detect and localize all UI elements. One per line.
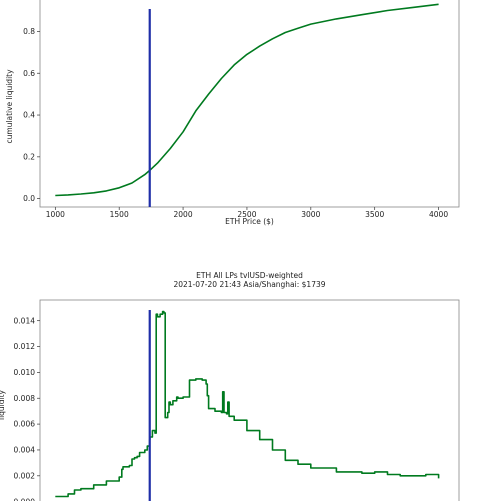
y-tick-label: 0.004 bbox=[14, 446, 36, 455]
x-axis-label: ETH Price ($) bbox=[225, 217, 274, 226]
x-tick-label: 3000 bbox=[301, 210, 320, 219]
x-tick-label: 1500 bbox=[110, 210, 129, 219]
y-tick-label: 0.008 bbox=[14, 394, 36, 403]
x-tick-label: 2500 bbox=[237, 210, 256, 219]
cumulative-liquidity-chart: 0.0 0.2 0.4 0.6 0.8 1000 1500 2000 2500 3000 3500… bbox=[5, 0, 460, 226]
y-tick-label: 0.014 bbox=[14, 316, 36, 325]
y-tick-label: 0.0 bbox=[23, 194, 35, 203]
y-tick-label: 0.006 bbox=[14, 420, 36, 429]
plot-frame bbox=[39, 299, 460, 501]
y-tick-label: 0.4 bbox=[23, 111, 35, 120]
x-tick-label: 4000 bbox=[429, 210, 448, 219]
y-axis-label: liquidity bbox=[0, 389, 6, 420]
series bbox=[55, 310, 440, 498]
liquidity-distribution-chart: ETH All LPs tvlUSD-weighted 2021-07-20 2… bbox=[0, 271, 460, 501]
y-tick-label: 0.6 bbox=[23, 69, 35, 78]
y-ticks: 0.0 0.2 0.4 0.6 0.8 bbox=[23, 27, 40, 203]
x-tick-label: 1000 bbox=[46, 210, 65, 219]
y-tick-label: 0.2 bbox=[23, 152, 35, 161]
y-tick-label: 0.8 bbox=[23, 27, 35, 36]
chart-subtitle: 2021-07-20 21:43 Asia/Shanghai: $1739 bbox=[173, 280, 325, 289]
y-tick-label: 0.000 bbox=[14, 497, 36, 501]
series bbox=[55, 3, 439, 197]
y-ticks: 0.000 0.002 0.004 0.006 0.008 0.010 0.012 0.014 bbox=[14, 316, 40, 501]
x-tick-label: 2000 bbox=[174, 210, 193, 219]
y-axis-label: cumulative liquidity bbox=[5, 69, 14, 144]
y-tick-label: 0.012 bbox=[14, 342, 36, 351]
series-line bbox=[55, 3, 439, 197]
x-tick-label: 3500 bbox=[365, 210, 384, 219]
chart-title: ETH All LPs tvlUSD-weighted bbox=[196, 271, 303, 280]
y-tick-label: 0.010 bbox=[14, 368, 36, 377]
series-line bbox=[55, 310, 440, 498]
x-ticks: 1000 1500 2000 2500 3000 3500 4000 bbox=[46, 207, 448, 219]
y-tick-label: 0.002 bbox=[14, 471, 36, 480]
plot-frame bbox=[39, 0, 460, 208]
